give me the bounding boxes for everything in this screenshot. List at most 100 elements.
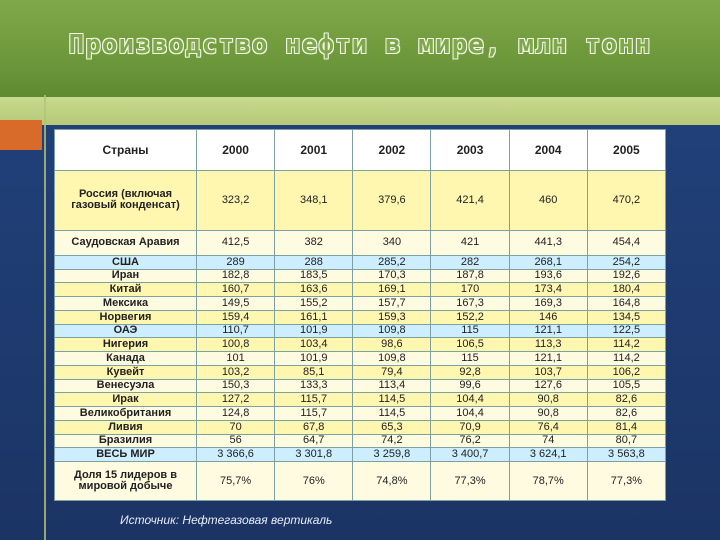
- table-row: Кувейт 103,2 85,1 79,4 92,8 103,7 106,2: [54, 364, 667, 380]
- value-cell: 169,1: [352, 282, 432, 298]
- column-header: 2002: [352, 129, 432, 171]
- value-cell: 3 301,8: [274, 447, 354, 463]
- value-cell: 82,6: [586, 406, 667, 421]
- column-header: 2000: [195, 129, 276, 171]
- table-row: Доля 15 лидеров в мировой добыче 75,7% 76%…: [54, 461, 667, 501]
- value-cell: 80,7: [586, 433, 667, 449]
- value-cell: 104,4: [430, 392, 510, 408]
- value-cell: 79,4: [352, 364, 432, 380]
- value-cell: 167,3: [430, 296, 510, 311]
- table-row: Нигерия 100,8 103,4 98,6 106,5 113,3 114,2: [54, 337, 667, 353]
- country-cell: Ирак: [54, 392, 197, 408]
- value-cell: 173,4: [508, 282, 588, 298]
- value-cell: 109,8: [352, 351, 432, 366]
- value-cell: 421: [430, 229, 510, 256]
- table-row: Ливия 70 67,8 65,3 70,9 76,4 81,4: [54, 419, 667, 435]
- value-cell: 104,4: [430, 406, 510, 421]
- value-cell: 161,1: [274, 309, 354, 325]
- value-cell: 3 400,7: [430, 447, 510, 463]
- header-band: [0, 0, 720, 97]
- country-cell: Иран: [54, 268, 197, 284]
- value-cell: 76,2: [430, 433, 510, 449]
- value-cell: 146: [508, 309, 588, 325]
- value-cell: 101,9: [274, 351, 354, 366]
- value-cell: 163,6: [274, 282, 354, 298]
- country-cell: Великобритания: [54, 406, 197, 421]
- table-row: Норвегия 159,4 161,1 159,3 152,2 146 134,5: [54, 309, 667, 325]
- value-cell: 460: [508, 170, 588, 231]
- value-cell: 78,7%: [508, 461, 588, 501]
- table-row: Бразилия 56 64,7 74,2 76,2 74 80,7: [54, 433, 667, 449]
- value-cell: 150,3: [195, 378, 276, 394]
- value-cell: 105,5: [586, 378, 667, 394]
- value-cell: 76%: [274, 461, 354, 501]
- value-cell: 106,5: [430, 337, 510, 353]
- value-cell: 101,9: [274, 323, 354, 339]
- country-cell: Венесуэла: [54, 378, 197, 394]
- table-row: Иран 182,8 183,5 170,3 187,8 193,6 192,6: [54, 268, 667, 284]
- value-cell: 100,8: [195, 337, 276, 353]
- value-cell: 121,1: [508, 351, 588, 366]
- value-cell: 187,8: [430, 268, 510, 284]
- value-cell: 421,4: [430, 170, 510, 231]
- country-cell: Китай: [54, 282, 197, 298]
- value-cell: 193,6: [508, 268, 588, 284]
- value-cell: 441,3: [508, 229, 588, 256]
- value-cell: 70: [195, 419, 276, 435]
- value-cell: 149,5: [195, 296, 276, 311]
- table-row: Китай 160,7 163,6 169,1 170 173,4 180,4: [54, 282, 667, 298]
- value-cell: 182,8: [195, 268, 276, 284]
- column-header: 2005: [586, 129, 667, 171]
- value-cell: 323,2: [195, 170, 276, 231]
- value-cell: 152,2: [430, 309, 510, 325]
- value-cell: 113,3: [508, 337, 588, 353]
- value-cell: 103,2: [195, 364, 276, 380]
- value-cell: 127,6: [508, 378, 588, 394]
- value-cell: 92,8: [430, 364, 510, 380]
- country-cell: Мексика: [54, 296, 197, 311]
- value-cell: 74,8%: [352, 461, 432, 501]
- slide-title: Производство нефти в мире, млн тонн: [68, 30, 652, 60]
- value-cell: 127,2: [195, 392, 276, 408]
- table-row: ВЕСЬ МИР 3 366,6 3 301,8 3 259,8 3 400,7 3 62…: [54, 447, 667, 463]
- value-cell: 64,7: [274, 433, 354, 449]
- value-cell: 75,7%: [195, 461, 276, 501]
- country-cell: ВЕСЬ МИР: [54, 447, 197, 463]
- value-cell: 160,7: [195, 282, 276, 298]
- table-row: Канада 101 101,9 109,8 115 121,1 114,2: [54, 351, 667, 366]
- value-cell: 115: [430, 323, 510, 339]
- value-cell: 159,4: [195, 309, 276, 325]
- value-cell: 288: [274, 254, 354, 270]
- country-cell: Норвегия: [54, 309, 197, 325]
- country-cell: Нигерия: [54, 337, 197, 353]
- value-cell: 114,2: [586, 351, 667, 366]
- decorative-stripe: [0, 97, 720, 125]
- value-cell: 114,5: [352, 392, 432, 408]
- country-cell: Канада: [54, 351, 197, 366]
- country-cell: Бразилия: [54, 433, 197, 449]
- value-cell: 157,7: [352, 296, 432, 311]
- value-cell: 101: [195, 351, 276, 366]
- table-row: США 289 288 285,2 282 268,1 254,2: [54, 254, 667, 270]
- value-cell: 289: [195, 254, 276, 270]
- country-cell: США: [54, 254, 197, 270]
- value-cell: 3 366,6: [195, 447, 276, 463]
- value-cell: 180,4: [586, 282, 667, 298]
- column-header: 2001: [274, 129, 354, 171]
- value-cell: 164,8: [586, 296, 667, 311]
- value-cell: 379,6: [352, 170, 432, 231]
- country-cell: Доля 15 лидеров в мировой добыче: [54, 461, 197, 501]
- value-cell: 70,9: [430, 419, 510, 435]
- value-cell: 268,1: [508, 254, 588, 270]
- value-cell: 412,5: [195, 229, 276, 256]
- column-header: 2004: [508, 129, 588, 171]
- value-cell: 382: [274, 229, 354, 256]
- value-cell: 282: [430, 254, 510, 270]
- table-body: Россия (включая газовый конденсат) 323,2 3…: [54, 170, 667, 501]
- value-cell: 115,7: [274, 392, 354, 408]
- value-cell: 114,5: [352, 406, 432, 421]
- value-cell: 115: [430, 351, 510, 366]
- value-cell: 3 563,8: [586, 447, 667, 463]
- value-cell: 121,1: [508, 323, 588, 339]
- table-row: ОАЭ 110,7 101,9 109,8 115 121,1 122,5: [54, 323, 667, 339]
